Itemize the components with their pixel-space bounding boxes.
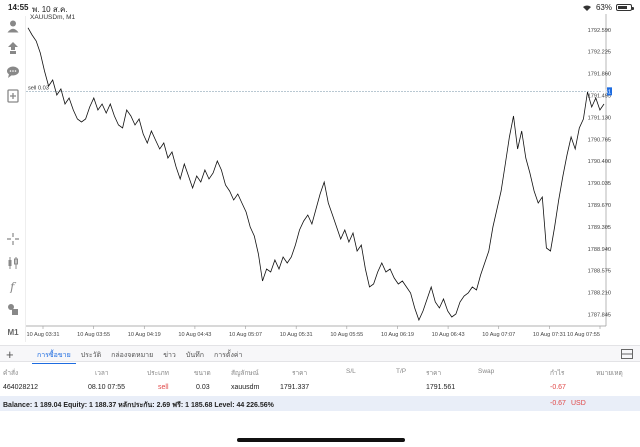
y-tick-label: 1789.670 [588,203,611,209]
home-indicator [237,438,405,442]
total-profit: -0.67 [550,400,566,407]
position-label: sell 0.03 [28,85,49,91]
current-price-cell: 1791.561 [426,384,456,391]
table-header: คำสั่ง เวลา ประเภท ขนาด สัญลักษณ์ ราคา S/L T/P ร… [0,364,640,378]
x-tick-label: 10 Aug 07:55 [567,332,600,338]
new-order-icon[interactable] [5,88,21,104]
time-cell: 08.10 07:55 [88,384,125,391]
candles-icon[interactable] [5,255,21,271]
x-tick-label: 10 Aug 06:19 [381,332,414,338]
chat-icon[interactable] [5,64,21,80]
tab-2[interactable]: กล่องจดหมาย [111,352,154,359]
y-tick-label: 1792.225 [588,50,611,56]
svg-text:f: f [9,280,17,293]
y-tick-label: 1790.765 [588,137,611,143]
y-tick-label: 1788.940 [588,247,611,253]
price-chart[interactable]: 1792.590 1792.225 1791.860 1791.495 1791.130… [26,12,612,342]
column-header[interactable]: เวลา [95,370,109,377]
trade-table: คำสั่ง เวลา ประเภท ขนาด สัญลักษณ์ ราคา S/L T/P ร… [0,364,640,398]
x-tick-label: 10 Aug 05:31 [280,332,313,338]
crosshair-icon[interactable] [5,231,21,247]
size-cell: 0.03 [196,384,210,391]
timeframe-button[interactable]: M1 [7,327,19,337]
indicators-icon[interactable]: f [5,278,21,294]
y-tick-label: 1792.590 [588,28,611,34]
column-header[interactable]: S/L [346,368,356,375]
left-toolbar: f M1 [0,16,26,342]
status-date: พ. 10 ส.ค. [32,5,68,14]
current-price-badge-label: 1791.561 [588,90,611,96]
battery-percent: 63% [595,3,612,12]
x-tick-label: 10 Aug 05:55 [330,332,363,338]
column-header[interactable]: หมายเหตุ [596,370,623,377]
trade-icon[interactable] [5,40,21,56]
table-row[interactable]: 464028212 08.10 07:55 sell 0.03 xauusdm … [0,378,640,398]
column-header[interactable]: กำไร [550,370,565,377]
y-tick-label: 1788.575 [588,269,611,275]
type-cell: sell [158,384,169,391]
status-time: 14:55 [8,3,29,12]
symbol-cell: xauusdm [231,384,260,391]
current-price-badge [607,87,612,96]
x-tick-label: 10 Aug 03:55 [77,332,110,338]
x-tick-label: 10 Aug 06:43 [432,332,465,338]
balance-bar: Balance: 1 189.04 Equity: 1 188.37 หลักป… [0,396,640,411]
status-bar: 14:55 พ. 10 ส.ค. 63% [0,0,640,16]
chart-canvas[interactable]: 1792.590 1792.225 1791.860 1791.495 1791.130… [26,12,612,342]
column-header[interactable]: ประเภท [147,370,169,377]
balance-text: Balance: 1 189.04 Equity: 1 188.37 หลักป… [3,402,274,409]
x-tick-label: 10 Aug 03:31 [27,332,60,338]
y-tick-label: 1791.130 [588,115,611,121]
column-header[interactable]: สัญลักษณ์ [231,370,259,377]
column-header[interactable]: Swap [478,368,495,375]
account-icon[interactable] [5,18,21,34]
x-tick-label: 10 Aug 05:07 [229,332,262,338]
ticket-cell: 464028212 [3,384,39,391]
layout-icon[interactable] [621,349,633,359]
y-tick-label: 1791.495 [588,94,611,100]
x-tick-label: 10 Aug 04:43 [178,332,211,338]
profit-cell: -0.67 [550,384,566,391]
x-tick-label: 10 Aug 07:31 [533,332,566,338]
chart-symbol-label: XAUUSDm, M1 [30,14,76,21]
battery-icon [616,4,634,11]
column-header[interactable]: คำสั่ง [3,370,19,377]
tab-1[interactable]: ประวัติ [80,352,102,359]
y-tick-label: 1791.860 [588,72,611,78]
column-header[interactable]: ขนาด [194,370,211,377]
column-header[interactable]: T/P [396,368,407,375]
y-tick-label: 1790.035 [588,181,611,187]
column-header[interactable]: ราคา [426,370,442,377]
x-tick-label: 10 Aug 07:07 [482,332,515,338]
terminal-tabbar: + การซื้อขาย ประวัติ กล่องจดหมาย ข่าว บันทึก… [0,345,640,364]
price-cell: 1791.337 [280,384,310,391]
y-tick-label: 1790.400 [588,159,611,165]
tab-5[interactable]: การตั้งค่า [213,352,243,359]
tab-0[interactable]: การซื้อขาย [32,350,76,364]
profit-currency: USD [571,400,586,407]
price-series-line [27,27,605,322]
y-tick-label: 1788.210 [588,291,611,297]
objects-icon[interactable] [5,301,21,317]
y-tick-label: 1787.845 [588,313,611,319]
add-icon[interactable]: + [6,347,14,362]
y-tick-label: 1789.305 [588,225,611,231]
x-tick-label: 10 Aug 04:19 [128,332,161,338]
terminal-tabs: การซื้อขาย ประวัติ กล่องจดหมาย ข่าว บันทึก กา… [32,350,247,364]
column-header[interactable]: ราคา [292,370,308,377]
tab-4[interactable]: บันทึก [185,352,204,359]
wifi-icon [582,5,591,11]
tab-3[interactable]: ข่าว [163,352,176,359]
